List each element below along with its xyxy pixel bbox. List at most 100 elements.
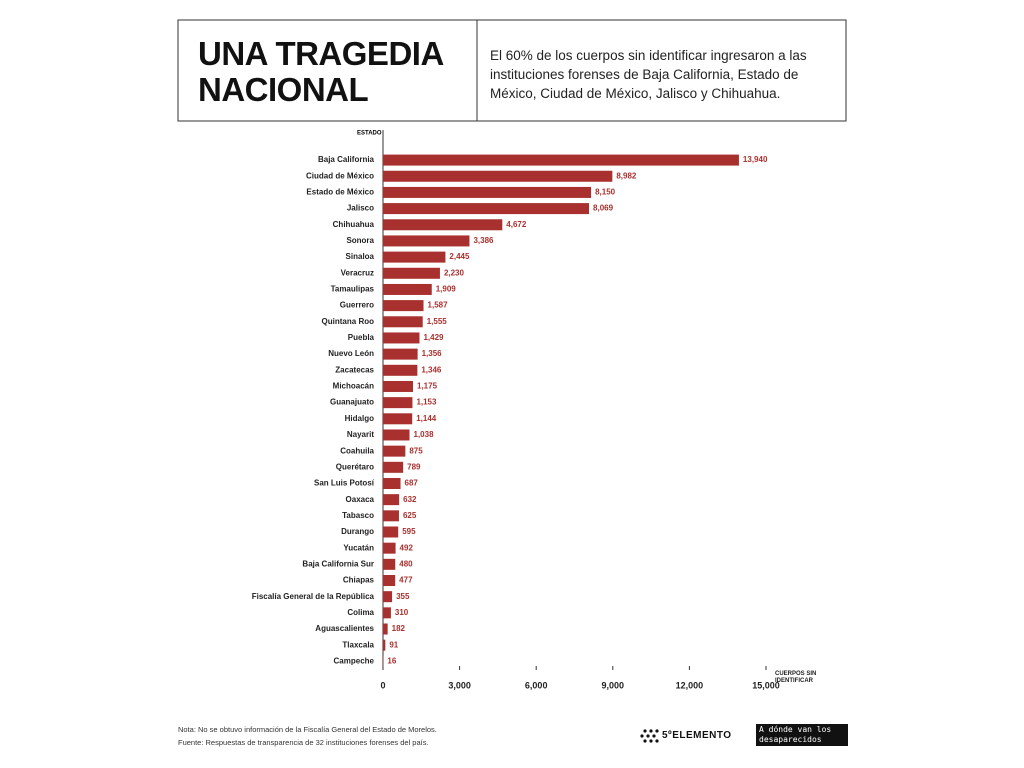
- value-label: 595: [402, 527, 416, 536]
- y-tick-label: Zacatecas: [335, 365, 374, 374]
- note: Nota: No se obtuvo información de la Fis…: [178, 725, 437, 734]
- logo-icon: [640, 729, 659, 743]
- value-label: 687: [405, 479, 419, 488]
- y-tick-label: Quintana Roo: [322, 317, 375, 326]
- value-label: 477: [399, 576, 413, 585]
- y-tick-label: Nayarit: [347, 430, 374, 439]
- y-tick-label: Veracruz: [341, 268, 374, 277]
- bar: [383, 445, 406, 457]
- bar: [383, 558, 396, 570]
- value-label: 3,386: [473, 236, 494, 245]
- x-tick-label: 0: [380, 680, 385, 690]
- y-tick-label: Oaxaca: [346, 495, 375, 504]
- y-tick-label: Coahuila: [340, 446, 374, 455]
- bar: [383, 186, 592, 198]
- y-tick-label: Jalisco: [347, 204, 374, 213]
- value-label: 1,909: [436, 285, 457, 294]
- bar: [383, 283, 432, 295]
- y-axis-label: ESTADO: [357, 131, 382, 137]
- value-label: 1,555: [427, 317, 448, 326]
- bar: [383, 510, 399, 522]
- x-axis-label: CUERPOS SIN IDENTIFICAR: [775, 671, 817, 684]
- bar: [383, 154, 739, 166]
- y-tick-label: Nuevo León: [328, 349, 374, 358]
- bar: [383, 170, 613, 182]
- y-tick-label: Baja California Sur: [302, 559, 374, 568]
- bar: [383, 607, 391, 619]
- bar: [383, 332, 420, 344]
- bar: [383, 429, 410, 441]
- value-label: 2,445: [449, 252, 470, 261]
- value-label: 1,587: [428, 301, 449, 310]
- bar: [383, 219, 503, 231]
- bar: [383, 348, 418, 360]
- bar: [383, 591, 393, 603]
- header-box: [177, 19, 847, 122]
- bar: [383, 413, 413, 425]
- logo: 5ºELEMENTO: [662, 730, 732, 741]
- y-tick-label: Colima: [347, 608, 374, 617]
- x-tick-label: 6,000: [525, 680, 548, 690]
- bar: [383, 477, 401, 489]
- value-label: 4,672: [506, 220, 527, 229]
- value-label: 1,144: [416, 414, 437, 423]
- bar: [383, 639, 386, 651]
- bar: [383, 267, 440, 279]
- y-tick-label: Tabasco: [342, 511, 374, 520]
- bar: [383, 461, 404, 473]
- value-label: 8,150: [595, 188, 616, 197]
- bar: [383, 300, 424, 312]
- y-tick-label: Chihuahua: [333, 220, 375, 229]
- value-label: 355: [396, 592, 410, 601]
- value-label: 1,038: [414, 430, 435, 439]
- value-label: 789: [407, 462, 421, 471]
- subtitle: El 60% de los cuerpos sin identificar in…: [490, 48, 807, 101]
- value-label: 8,982: [616, 171, 637, 180]
- value-label: 625: [403, 511, 417, 520]
- title: UNA TRAGEDIA NACIONAL: [198, 35, 443, 108]
- value-label: 492: [400, 543, 414, 552]
- value-label: 1,356: [422, 349, 443, 358]
- value-label: 8,069: [593, 204, 614, 213]
- y-tick-label: Fiscalía General de la República: [252, 592, 375, 601]
- y-tick-label: Michoacán: [333, 382, 374, 391]
- bar: [383, 526, 399, 538]
- bar: [383, 203, 590, 215]
- y-tick-label: Durango: [341, 527, 374, 536]
- x-tick-label: 9,000: [602, 680, 625, 690]
- value-label: 1,346: [421, 365, 442, 374]
- bar: [383, 235, 470, 247]
- bar: [383, 494, 400, 506]
- y-tick-label: Tlaxcala: [342, 640, 374, 649]
- value-label: 182: [392, 624, 406, 633]
- value-label: 310: [395, 608, 409, 617]
- value-label: 16: [387, 656, 396, 665]
- x-tick-label: 12,000: [676, 680, 704, 690]
- y-tick-label: Aguascalientes: [315, 624, 374, 633]
- y-tick-label: Puebla: [348, 333, 375, 342]
- y-tick-label: Guerrero: [340, 301, 374, 310]
- y-tick-label: Sonora: [346, 236, 374, 245]
- bar: [383, 623, 388, 635]
- x-tick-label: 15,000: [752, 680, 780, 690]
- value-label: 1,153: [416, 398, 437, 407]
- y-tick-label: Hidalgo: [345, 414, 374, 423]
- bar: [383, 316, 423, 328]
- note: Fuente: Respuestas de transparencia de 3…: [178, 738, 429, 747]
- y-tick-label: Sinaloa: [346, 252, 375, 261]
- bar: [383, 251, 446, 263]
- y-tick-label: Tamaulipas: [331, 285, 375, 294]
- bar: [383, 364, 418, 376]
- bar: [383, 397, 413, 409]
- y-tick-label: Campeche: [334, 656, 375, 665]
- logo: A dónde van los desaparecidos: [756, 724, 848, 746]
- x-tick-label: 3,000: [448, 680, 471, 690]
- value-label: 1,429: [423, 333, 444, 342]
- bar: [383, 542, 396, 554]
- bar: [383, 575, 396, 587]
- value-label: 1,175: [417, 382, 438, 391]
- value-label: 480: [399, 559, 413, 568]
- bar: [383, 380, 414, 392]
